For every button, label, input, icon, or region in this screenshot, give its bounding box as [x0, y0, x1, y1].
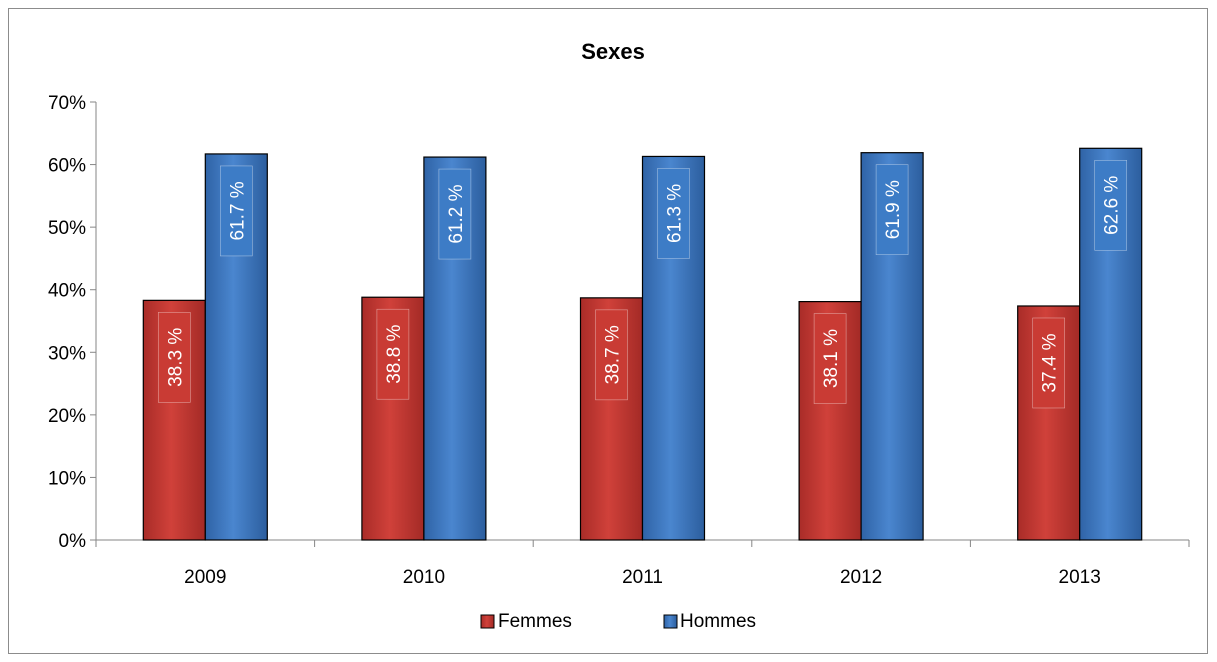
legend-swatch-hommes — [663, 614, 678, 629]
y-tick-label: 70% — [48, 93, 86, 114]
legend-label-hommes: Hommes — [680, 611, 756, 632]
bar-femmes-2010 — [361, 296, 425, 541]
chart-title: Sexes — [581, 39, 645, 64]
y-tick-label: 10% — [48, 468, 86, 489]
x-tick-label: 2013 — [1059, 567, 1101, 588]
data-label-femmes: 38.7 % — [603, 325, 624, 384]
legend: Femmes Hommes — [480, 611, 756, 632]
legend-label-femmes: Femmes — [498, 611, 572, 632]
y-tick-label: 0% — [59, 531, 87, 552]
y-tick-label: 30% — [48, 343, 86, 364]
data-label-box — [158, 312, 191, 403]
data-label-hommes: 61.3 % — [665, 184, 686, 243]
data-label-box — [438, 168, 472, 260]
data-label-femmes: 38.8 % — [384, 325, 405, 384]
y-tick-label: 20% — [48, 406, 86, 427]
data-label-box — [220, 165, 253, 257]
x-tick-label: 2009 — [184, 567, 226, 588]
data-label-box — [595, 309, 628, 401]
y-tick-label: 60% — [48, 156, 86, 177]
data-label-hommes: 62.6 % — [1102, 176, 1123, 235]
y-tick-label: 40% — [48, 281, 86, 302]
data-label-box — [1094, 160, 1127, 251]
x-tick-label: 2010 — [403, 567, 445, 588]
y-tick-label: 50% — [48, 218, 86, 239]
data-labels: 38.3 % 38.8 % 38.7 % 38.1 % 37.4 % 61.7 % 61.2… — [158, 160, 1127, 409]
data-label-box — [813, 313, 847, 404]
data-label-femmes: 37.4 % — [1040, 333, 1061, 392]
x-axis: 2009 2010 2011 2012 2013 — [95, 539, 1190, 588]
y-axis: 0% 10% 20% 30% 40% 50% 60% 70% — [48, 93, 97, 552]
data-label-hommes: 61.9 % — [883, 180, 904, 239]
data-label-hommes: 61.2 % — [446, 184, 467, 243]
data-label-box — [1032, 317, 1065, 409]
data-label-box — [376, 308, 410, 400]
data-label-box — [657, 168, 690, 259]
legend-swatch-femmes — [480, 614, 495, 629]
data-label-hommes: 61.7 % — [227, 181, 248, 240]
x-tick-label: 2012 — [840, 567, 882, 588]
data-label-femmes: 38.1 % — [821, 329, 842, 388]
bars — [142, 147, 1143, 541]
x-tick-label: 2011 — [622, 567, 663, 588]
data-label-box — [875, 164, 909, 255]
data-label-femmes: 38.3 % — [165, 328, 186, 387]
